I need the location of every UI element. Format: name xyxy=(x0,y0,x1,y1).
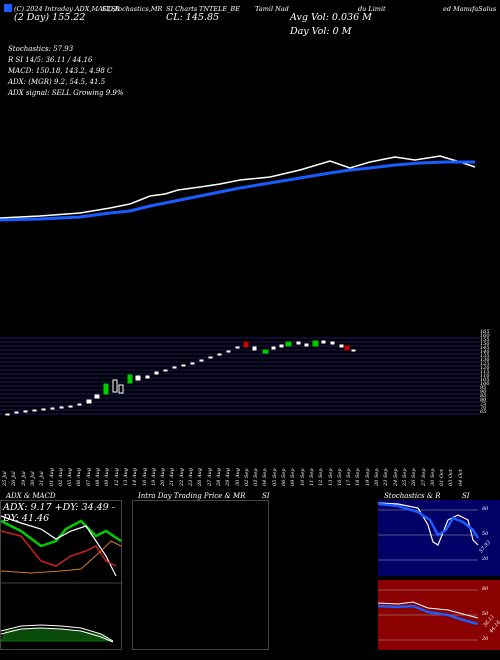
date-label: 30 Jul xyxy=(29,471,36,486)
header-company-3: ed ManufaSalus xyxy=(443,5,497,13)
date-label: 30 Sep xyxy=(429,468,436,486)
date-label: 06 Sep xyxy=(281,468,287,486)
date-label: 06 Aug xyxy=(76,468,83,486)
date-label: 01 Oct xyxy=(439,469,446,486)
date-label: 05 Sep xyxy=(271,468,278,486)
date-label: 29 Jul xyxy=(20,471,27,486)
adx-readout: ADX: (MGR) 9.2, 54.5, 41.5 xyxy=(8,78,106,86)
adx-values: ADX: 9.17 +DY: 34.49 -DY: 41.46 xyxy=(3,502,115,524)
date-label: 18 Sep xyxy=(355,468,362,486)
header-company-1: Tamil Nad xyxy=(255,5,289,13)
date-label: 05 Aug xyxy=(67,468,74,486)
date-label: 01 Aug xyxy=(48,468,55,486)
header-title: (C) 2024 Intraday ADX,MACD,R xyxy=(14,5,120,13)
date-label: 28 Aug xyxy=(215,468,222,486)
stoch-bg xyxy=(378,500,500,576)
date-label: 13 Aug xyxy=(122,468,129,486)
stoch-label-50: 50 xyxy=(482,531,489,537)
rsi-blue-line xyxy=(377,604,479,626)
date-label: 09 Sep xyxy=(290,468,297,486)
intraday-panel-si: SI xyxy=(262,492,270,500)
stoch-d-line xyxy=(377,502,480,539)
date-label: 26 Jul xyxy=(11,471,18,486)
date-label: 17 Sep xyxy=(346,468,353,486)
date-label: 30 Aug xyxy=(234,468,241,486)
header-title-3: SI Charts xyxy=(166,5,198,13)
date-label: 20 Sep xyxy=(374,468,380,486)
header-title-2: SI,Stochastics,MR xyxy=(102,5,163,13)
adx-white-line xyxy=(0,515,117,577)
rsi-label-20: 20 xyxy=(482,636,489,642)
adx-green-line xyxy=(0,519,122,548)
date-label: 22 Aug xyxy=(178,468,185,486)
stoch-k-line xyxy=(377,502,479,546)
intraday-panel-title: Intra Day Trading Price & MR xyxy=(138,492,246,500)
adx-orange-line xyxy=(0,540,122,574)
date-label: 13 Sep xyxy=(327,468,334,486)
date-label: 29 Aug xyxy=(225,468,232,486)
date-label: 23 Sep xyxy=(383,468,390,486)
rsi-label-50: 50 xyxy=(482,611,489,617)
price-grid xyxy=(0,337,480,415)
date-label: 19 Sep xyxy=(364,468,371,486)
date-label: 16 Aug xyxy=(141,468,148,486)
macd-line-blue xyxy=(0,160,475,222)
date-label: 26 Sep xyxy=(411,468,418,486)
date-label: 19 Aug xyxy=(150,468,157,486)
date-label: 04 Sep xyxy=(262,468,269,486)
date-label: 26 Aug xyxy=(197,468,204,486)
price-axis: 165 160 155 150 145 140 135 130 125 120 115 110 … xyxy=(480,329,490,415)
date-label: 21 Aug xyxy=(169,468,176,486)
date-label: 25 Sep xyxy=(401,468,408,486)
rsi-white-line xyxy=(377,601,479,619)
adx-panel-title: ADX & MACD xyxy=(6,492,56,500)
macd-signal-white-2 xyxy=(0,627,114,643)
header-close: CL: 145.85 xyxy=(166,12,220,23)
date-label: 07 Aug xyxy=(85,468,92,486)
date-label: 12 Sep xyxy=(318,468,325,486)
date-label: 25 Jul xyxy=(2,471,8,486)
stoch-label-80: 80 xyxy=(482,506,489,512)
date-label: 20 Aug xyxy=(160,468,167,486)
stoch-rsi-panel: 80 50 20 57.93 80 50 20 36.11 44.16 xyxy=(377,500,500,650)
date-label: 11 Sep xyxy=(308,468,315,486)
date-label: 27 Sep xyxy=(420,468,427,486)
intraday-panel xyxy=(132,500,269,650)
date-label: 12 Aug xyxy=(113,468,120,486)
date-label: 02 Aug xyxy=(57,468,64,486)
date-label: 02 Sep xyxy=(243,468,250,486)
adx-signal-readout: ADX signal: SELL Growing 9.9% xyxy=(8,89,124,97)
date-label: 03 Sep xyxy=(253,468,260,486)
date-label: 24 Sep xyxy=(392,468,399,486)
date-label: 14 Aug xyxy=(132,468,139,486)
header-company-2: du Limit xyxy=(358,5,386,13)
candles xyxy=(5,340,356,416)
date-label: 31 Jul xyxy=(39,471,46,486)
adx-macd-panel: ADX: 9.17 +DY: 34.49 -DY: 41.46 xyxy=(0,500,123,650)
rsi-readout: R SI 14/5: 36.11 / 44.16 xyxy=(8,56,93,64)
date-label: 04 Oct xyxy=(457,469,464,486)
macd-signal-white xyxy=(0,624,114,642)
macd-line-white xyxy=(0,155,476,219)
day-volume: Day Vol: 0 M xyxy=(290,26,352,37)
date-label: 09 Aug xyxy=(104,468,111,486)
stoch-panel-si: SI xyxy=(462,492,470,500)
avg-volume: Avg Vol: 0.036 M xyxy=(290,12,372,23)
date-label: 27 Aug xyxy=(206,468,213,486)
stoch-panel-title: Stochastics & R xyxy=(384,492,441,500)
date-label: 08 Aug xyxy=(95,468,101,486)
rsi-label-80: 80 xyxy=(482,586,489,592)
adx-red-line xyxy=(0,530,117,567)
stoch-label-20: 20 xyxy=(482,556,489,562)
macd-readout: MACD: 150.18, 143.2, 4.98 C xyxy=(8,67,113,75)
date-label: 16 Sep xyxy=(336,468,343,486)
header-ticker: TNTELE_BE xyxy=(199,5,240,13)
legend-swatch xyxy=(4,4,12,12)
date-label: 23 Aug xyxy=(188,468,194,486)
date-label: 10 Sep xyxy=(299,468,306,486)
header-date: (2 Day) 155.22 xyxy=(14,12,86,23)
date-label: 03 Oct xyxy=(448,469,455,486)
stochastics-readout: Stochastics: 57.93 xyxy=(8,45,74,53)
